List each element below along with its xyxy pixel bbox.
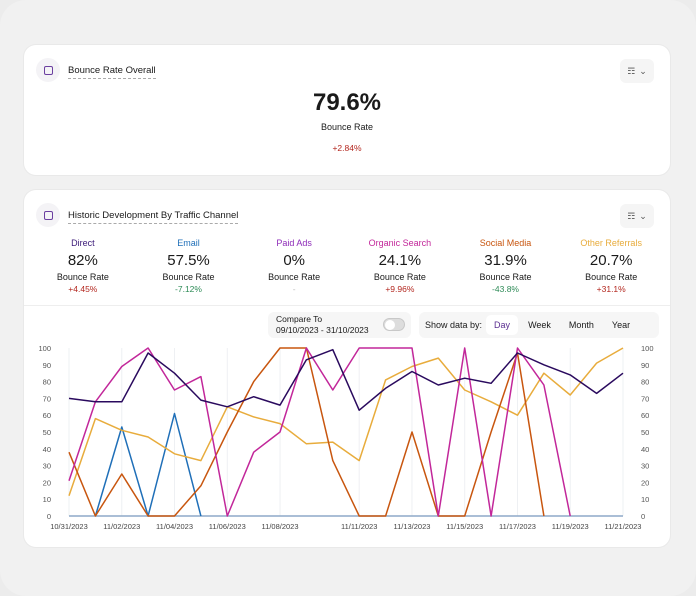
channel-name: Organic Search (368, 238, 432, 248)
y-tick-label-left: 0 (47, 512, 51, 521)
y-tick-label-right: 60 (641, 411, 649, 420)
settings-menu-button[interactable]: ☶ ⌄ (620, 204, 654, 228)
y-tick-label-right: 10 (641, 495, 649, 504)
y-tick-label-right: 100 (641, 344, 654, 353)
channel-label: Bounce Rate (268, 272, 321, 282)
compare-to-control: Compare To 09/10/2023 - 31/10/2023 (268, 312, 411, 338)
sliders-icon: ☶ (627, 65, 636, 76)
x-tick-label: 11/17/2023 (499, 522, 536, 531)
sliders-icon: ☶ (627, 210, 636, 221)
channel-label: Bounce Rate (479, 272, 532, 282)
channel-name: Direct (71, 238, 95, 248)
channel-stats: Direct 82% Bounce Rate +4.45% Email 57.5% Bou… (24, 238, 670, 294)
x-tick-label: 11/04/2023 (156, 522, 193, 531)
channel-change: - (292, 284, 296, 294)
channel-value: 57.5% (167, 252, 210, 269)
channel-label: Bounce Rate (373, 272, 426, 282)
channel-stat: Paid Ads 0% Bounce Rate - (241, 238, 347, 294)
y-tick-label-right: 70 (641, 394, 649, 403)
x-tick-label: 11/08/2023 (262, 522, 299, 531)
channel-value: 20.7% (589, 252, 633, 269)
show-data-by: Show data by: Day Week Month Year (419, 312, 659, 338)
compare-range: 09/10/2023 - 31/10/2023 (276, 325, 369, 335)
widget-icon (36, 58, 60, 82)
series-line-organic-search (68, 347, 571, 517)
channel-stat: Email 57.5% Bounce Rate -7.12% (136, 238, 242, 294)
y-tick-label-left: 70 (43, 394, 51, 403)
y-tick-label-left: 50 (43, 428, 51, 437)
period-day-button[interactable]: Day (486, 315, 519, 335)
card-title: Bounce Rate Overall (68, 65, 156, 79)
channel-value: 24.1% (378, 252, 422, 269)
series-line-email (94, 412, 202, 517)
channel-value: 31.9% (484, 252, 527, 269)
channel-name: Social Media (479, 238, 532, 248)
channel-stat: Social Media 31.9% Bounce Rate -43.8% (453, 238, 559, 294)
show-data-by-label: Show data by: (425, 320, 483, 330)
y-tick-label-left: 80 (43, 378, 51, 387)
x-tick-label: 11/15/2023 (446, 522, 483, 531)
y-tick-label-right: 40 (641, 445, 649, 454)
channel-change: +4.45% (68, 284, 98, 294)
x-tick-label: 11/06/2023 (209, 522, 246, 531)
channel-stat: Direct 82% Bounce Rate +4.45% (30, 238, 136, 294)
x-tick-label: 11/02/2023 (103, 522, 140, 531)
overall-change: +2.84% (332, 143, 362, 153)
channel-value: 82% (67, 252, 98, 269)
period-year-button[interactable]: Year (611, 320, 631, 330)
y-tick-label-left: 10 (43, 495, 51, 504)
overall-value: 79.6% (312, 89, 382, 116)
card-title: Historic Development By Traffic Channel (68, 210, 239, 224)
x-tick-label: 11/21/2023 (605, 522, 642, 531)
y-tick-label-left: 30 (43, 462, 51, 471)
y-tick-label-right: 20 (641, 478, 649, 487)
y-tick-label-left: 60 (43, 411, 51, 420)
settings-menu-button[interactable]: ☶ ⌄ (620, 59, 654, 83)
period-month-button[interactable]: Month (568, 320, 594, 330)
channel-name: Email (177, 238, 200, 248)
y-tick-label-left: 90 (43, 361, 51, 370)
channel-value: 0% (283, 252, 306, 269)
divider (24, 305, 670, 306)
channel-change: +9.96% (385, 284, 415, 294)
y-tick-label-right: 0 (641, 512, 645, 521)
chart-icon (36, 203, 60, 227)
chevron-down-icon: ⌄ (639, 210, 647, 221)
channel-change: +31.1% (596, 284, 626, 294)
period-week-button[interactable]: Week (528, 320, 551, 330)
y-tick-label-right: 80 (641, 378, 649, 387)
x-tick-label: 11/19/2023 (552, 522, 589, 531)
y-tick-label-left: 20 (43, 478, 51, 487)
series-line-direct (68, 348, 624, 411)
channel-label: Bounce Rate (56, 272, 109, 282)
chevron-down-icon: ⌄ (639, 65, 647, 76)
compare-toggle[interactable] (383, 318, 405, 331)
y-tick-label-right: 30 (641, 462, 649, 471)
channel-name: Paid Ads (276, 238, 312, 248)
channel-label: Bounce Rate (585, 272, 638, 282)
x-tick-label: 10/31/2023 (50, 522, 88, 531)
channel-stat: Organic Search 24.1% Bounce Rate +9.96% (347, 238, 453, 294)
x-tick-label: 11/13/2023 (393, 522, 430, 531)
compare-label: Compare To (276, 314, 323, 324)
series-line-other-referrals (68, 347, 624, 497)
historic-development-card: Historic Development By Traffic Channel … (24, 190, 670, 547)
overall-label: Bounce Rate (320, 122, 374, 132)
bounce-rate-overall-card: Bounce Rate Overall ☶ ⌄ 79.6% Bounce Rate… (24, 45, 670, 175)
y-tick-label-right: 90 (641, 361, 649, 370)
y-tick-label-left: 40 (43, 445, 51, 454)
channel-label: Bounce Rate (162, 272, 215, 282)
channel-stat: Other Referrals 20.7% Bounce Rate +31.1% (558, 238, 664, 294)
line-chart: 10/31/2023 11/02/2023 11/04/2023 11/06/2023… (38, 344, 654, 531)
channel-change: -43.8% (492, 284, 519, 294)
y-tick-label-right: 50 (641, 428, 649, 437)
y-tick-label-left: 100 (38, 344, 51, 353)
channel-name: Other Referrals (580, 238, 642, 248)
channel-change: -7.12% (175, 284, 202, 294)
x-tick-label: 11/11/2023 (341, 522, 377, 531)
